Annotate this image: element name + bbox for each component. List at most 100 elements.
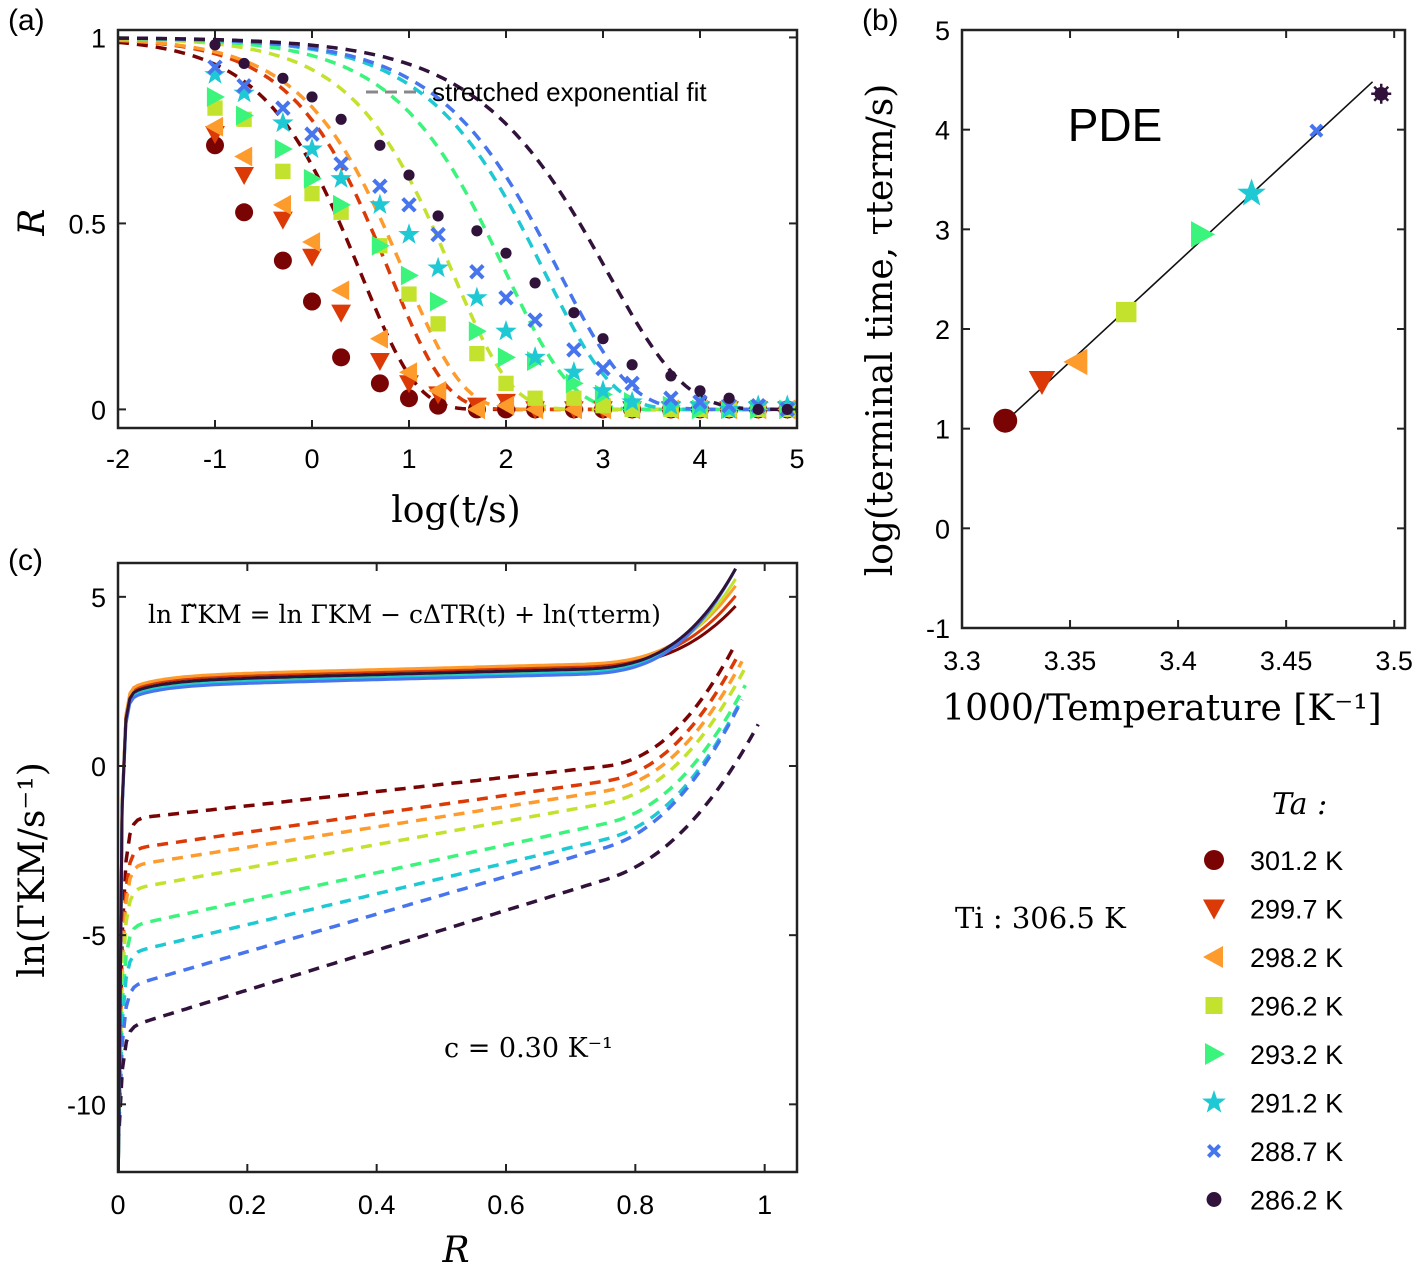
data-point <box>273 251 292 270</box>
data-point <box>432 210 444 222</box>
data-point <box>374 139 386 151</box>
data-point <box>306 91 318 103</box>
panel-b-frame <box>960 28 1407 630</box>
panel-a-y-axis-title: R <box>12 208 53 236</box>
data-point <box>752 403 764 415</box>
data-point <box>663 390 679 406</box>
data-point <box>592 379 614 400</box>
legend-marker <box>1204 850 1224 870</box>
x-tick-label: 3.3 <box>943 646 981 676</box>
panel-c-x-axis-title: R <box>441 1230 469 1270</box>
legend-label: 299.7 K <box>1250 895 1343 925</box>
data-point <box>466 286 488 307</box>
data-point <box>430 316 446 332</box>
x-tick-label: 3.45 <box>1260 646 1313 676</box>
x-tick-label: 2 <box>498 444 513 474</box>
solid-rate-curve <box>118 568 737 1172</box>
data-point <box>566 390 582 406</box>
y-tick-label: 1 <box>91 23 106 53</box>
legend-label: 291.2 K <box>1250 1089 1343 1119</box>
data-point <box>430 291 448 312</box>
fit-curve-2862K <box>118 36 797 412</box>
y-tick-label: 0 <box>91 752 106 782</box>
panel-a-x-axis-title: log(t/s) <box>391 490 520 531</box>
x-tick-label: -2 <box>106 444 130 474</box>
data-point <box>566 342 582 358</box>
terminal-time-point <box>1309 123 1324 138</box>
legend-items: 301.2 K 299.7 K 298.2 K 296.2 K 293.2 K 291.2… <box>1202 846 1343 1216</box>
y-tick-label: 0 <box>935 514 950 544</box>
data-point <box>399 362 418 383</box>
temperature-legend: Ta : Ti : 306.5 K 301.2 K 299.7 K 298.2 K 2… <box>955 787 1343 1216</box>
data-point <box>665 370 677 382</box>
y-tick-label: -5 <box>82 921 106 951</box>
data-point <box>206 87 225 107</box>
data-point <box>694 385 706 397</box>
panel-b-x-axis-title: 1000/Temperature [K⁻¹] <box>942 688 1381 729</box>
panel-c-y-axis-title: ln(ΓKM/s⁻¹) <box>12 762 53 978</box>
data-point <box>204 63 226 84</box>
data-point <box>529 277 541 289</box>
panel-a-plot-area: -2 -1 0 1 2 3 4 5 0 0.5 1 <box>68 23 804 474</box>
data-point <box>400 389 418 408</box>
data-point <box>302 232 321 252</box>
data-point <box>236 78 252 94</box>
solid-rate-curve <box>118 584 737 1172</box>
data-point <box>273 194 291 215</box>
data-point <box>330 167 352 188</box>
x-tick-label: 0.8 <box>617 1190 655 1220</box>
data-point <box>595 360 611 377</box>
dashed-rate-curve <box>118 669 746 1134</box>
data-point <box>568 307 580 319</box>
data-point <box>660 394 682 415</box>
legend-label: 298.2 K <box>1250 943 1343 973</box>
terminal-time-point <box>1371 83 1392 104</box>
data-point <box>427 256 449 278</box>
data-point <box>302 248 322 267</box>
panel-c-plot-area: 0 0.2 0.4 0.6 0.8 1 -10 -5 0 5 <box>67 561 799 1220</box>
data-point <box>272 111 294 133</box>
data-point <box>234 146 253 167</box>
terminal-time-point <box>993 408 1018 433</box>
data-point <box>469 264 485 280</box>
legend-ti-label: Ti : 306.5 K <box>955 901 1127 935</box>
data-point <box>238 57 250 70</box>
fit-curve-2912K <box>117 36 797 412</box>
terminal-time-point <box>1028 371 1056 396</box>
data-point <box>304 126 320 142</box>
legend-label: 293.2 K <box>1250 1040 1343 1070</box>
data-point <box>303 292 321 311</box>
data-point <box>209 39 221 51</box>
panel-b-arrhenius-plot: (b) 3.3 3.35 3.4 3.45 3.5 -1 0 1 2 3 4 5 PDE 1000/T… <box>860 4 1413 729</box>
dashed-rate-curve <box>118 684 747 1137</box>
panel-a-label: (a) <box>8 4 45 37</box>
data-point <box>371 235 390 256</box>
y-tick-label: 0.5 <box>68 209 106 239</box>
y-tick-label: 2 <box>935 315 950 345</box>
data-point <box>332 348 351 367</box>
panel-a-line-plot: (a) -2 -1 0 1 2 3 4 5 0 0.5 1 stretched exponentia… <box>8 4 805 531</box>
data-point <box>333 194 351 215</box>
data-point <box>498 375 514 392</box>
data-point <box>428 380 447 401</box>
data-point <box>497 347 516 368</box>
data-point <box>370 352 390 371</box>
dashed-rate-curve <box>118 723 760 1146</box>
data-point <box>206 136 224 155</box>
solid-rate-curve <box>118 568 737 1172</box>
panel-b-y-axis-title: log(terminal time, τterm/s) <box>860 84 901 577</box>
data-point <box>304 186 320 202</box>
data-point <box>498 290 514 306</box>
y-tick-label: 3 <box>935 215 950 245</box>
legend-marker <box>1203 899 1225 920</box>
data-point <box>403 169 415 181</box>
arrhenius-fit-line <box>1004 81 1374 423</box>
fit-curve-2962K <box>117 36 797 412</box>
data-point <box>275 100 291 116</box>
x-tick-label: 1 <box>757 1190 772 1220</box>
x-tick-label: 0.2 <box>229 1190 267 1220</box>
x-tick-label: 5 <box>789 444 804 474</box>
data-point <box>626 359 638 371</box>
data-point <box>301 137 323 159</box>
legend-marker <box>1205 1043 1225 1065</box>
